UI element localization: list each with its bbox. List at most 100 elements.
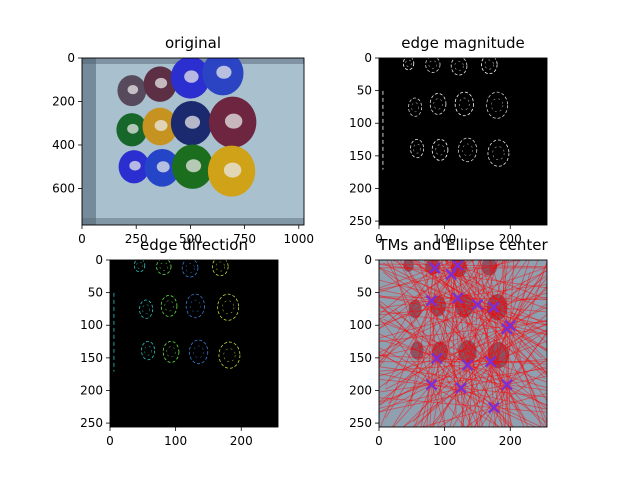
panel-original: original 0 250 500 750 1000 0 200 400 600: [52, 34, 314, 246]
edge-ellipse: [211, 260, 229, 277]
y-tick-label: 200: [52, 94, 75, 108]
edge-ellipse: [410, 138, 425, 159]
plate: [481, 260, 498, 276]
plate: [486, 294, 508, 321]
center-marker-stroke: [451, 260, 464, 272]
plate-figure: [154, 77, 168, 89]
edge-inner: [222, 300, 235, 315]
plate-figure: [224, 113, 243, 129]
y-tick-label: 400: [52, 138, 75, 152]
y-tick-label: 50: [357, 84, 372, 98]
x-tick-label: 0: [78, 232, 86, 246]
y-tick-label: 600: [52, 181, 75, 195]
center-marker-stroke: [425, 378, 438, 391]
panel-edge-magnitude: edge magnitude 0 100 200 0 50 100 150 200 250: [349, 34, 548, 246]
y-tick-label: 150: [349, 149, 372, 163]
center-marker: [471, 298, 484, 311]
ellipse-centers: [425, 260, 517, 414]
center-marker: [428, 262, 441, 274]
plate: [487, 342, 509, 369]
plate-figure: [223, 162, 242, 178]
edge-inner: [159, 262, 169, 271]
center-marker-stroke: [425, 294, 438, 307]
edge-ellipse: [454, 91, 474, 117]
plate-figure: [216, 65, 232, 79]
center-marker: [455, 382, 467, 394]
edge-ellipse: [181, 260, 199, 278]
y-tick-label: 100: [80, 318, 103, 332]
edge-inner: [223, 348, 236, 363]
x-tick-label: 200: [499, 232, 522, 246]
y-tick-label: 50: [88, 286, 103, 300]
edge-inner: [166, 346, 176, 358]
y-tick-label: 100: [349, 116, 372, 130]
plate-figure: [127, 123, 139, 134]
plate-figure: [154, 119, 168, 132]
edge-inner: [433, 98, 443, 110]
center-marker-stroke: [461, 359, 474, 371]
plates: [116, 58, 257, 197]
y-tick-label: 200: [80, 383, 103, 397]
center-marker-stroke: [455, 382, 467, 394]
y-tick-label: 200: [349, 383, 372, 397]
edge-ellipse: [162, 340, 180, 363]
center-marker-stroke: [487, 401, 500, 414]
edge-inner: [185, 262, 195, 273]
edge-ellipse: [189, 339, 209, 365]
x-tick-label: 200: [230, 434, 253, 448]
axes-frame: [378, 57, 548, 226]
center-marker-stroke: [487, 301, 500, 314]
center-marker: [425, 294, 438, 307]
x-tick-label: 200: [499, 434, 522, 448]
edge-inner: [413, 143, 421, 154]
center-marker: [487, 401, 500, 414]
x-tick-label: 0: [106, 434, 114, 448]
y-tick-label: 150: [349, 351, 372, 365]
x-tick-label: 100: [433, 434, 456, 448]
x-tick-label: 250: [125, 232, 148, 246]
plate: [410, 341, 424, 360]
plate-figure: [184, 70, 199, 83]
center-marker-stroke: [445, 268, 458, 281]
panel-title: TMs and Ellipse center: [377, 236, 548, 254]
axis-ticks: 0 100 200 0 50 100 150 200 250: [349, 253, 522, 448]
plate-figure: [184, 115, 201, 129]
y-tick-label: 0: [67, 51, 75, 65]
axes-frame: [109, 259, 279, 428]
center-marker: [451, 292, 464, 304]
edge-ellipse: [160, 295, 178, 317]
center-marker: [451, 260, 464, 272]
axis-ticks: 0 100 200 0 50 100 150 200 250: [80, 253, 253, 448]
center-marker: [501, 378, 513, 391]
edge-contours: [113, 260, 241, 372]
x-tick-label: 100: [433, 232, 456, 246]
image-edge-direction: [110, 260, 278, 427]
edge-inner: [189, 299, 201, 313]
edge-inner: [484, 59, 494, 70]
edge-inner: [142, 304, 151, 315]
edge-inner: [193, 345, 204, 359]
edge-inner: [458, 97, 470, 111]
y-tick-label: 150: [80, 351, 103, 365]
y-tick-label: 0: [364, 51, 372, 65]
edge-inner: [215, 261, 225, 272]
y-tick-label: 100: [349, 318, 372, 332]
edge-ellipse: [133, 260, 146, 273]
center-marker-stroke: [428, 262, 441, 274]
center-marker-stroke: [484, 355, 497, 368]
axes-frame: [378, 259, 548, 428]
edge-inner: [164, 300, 174, 312]
edge-inner: [405, 59, 412, 67]
center-marker: [425, 378, 438, 391]
edge-inner: [491, 98, 504, 113]
edge-ellipse: [487, 139, 510, 167]
edge-ellipse: [156, 260, 172, 275]
panel-edge-direction: 0 100 200 0 50 100 150 200 250 edge direction: [80, 236, 279, 448]
wall-shadow-bottom: [82, 218, 304, 225]
image-tms: [379, 260, 547, 427]
panel-title: original: [165, 34, 221, 52]
edge-ellipse: [402, 58, 415, 71]
edge-ellipse: [141, 340, 156, 361]
edge-ellipse: [458, 137, 478, 163]
